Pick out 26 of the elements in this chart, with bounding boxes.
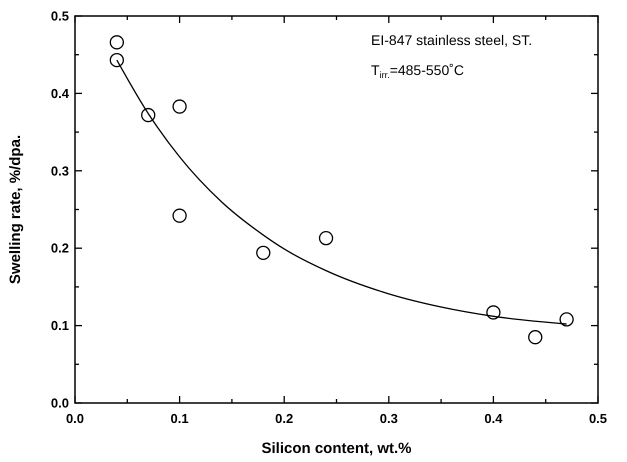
y-tick-label: 0.5 bbox=[50, 8, 69, 24]
y-tick-label: 0.1 bbox=[50, 318, 69, 334]
x-tick-label: 0.5 bbox=[588, 411, 608, 426]
point bbox=[172, 99, 187, 114]
point bbox=[141, 108, 156, 122]
point bbox=[318, 230, 334, 246]
point bbox=[110, 35, 124, 50]
x-tick-label: 0.1 bbox=[170, 411, 189, 426]
point bbox=[486, 305, 501, 320]
point bbox=[172, 208, 187, 223]
x-tick-label: 0.0 bbox=[66, 411, 84, 426]
y-tick-label: 0.4 bbox=[50, 86, 70, 101]
x-axis-title: Silicon content, wt.% bbox=[261, 440, 412, 457]
y-tick-label: 0.3 bbox=[50, 163, 69, 178]
y-tick-label: 0.2 bbox=[50, 240, 69, 256]
point bbox=[256, 246, 270, 260]
x-tick-label: 0.2 bbox=[275, 411, 294, 426]
x-tick-label: 0.3 bbox=[380, 411, 398, 426]
point bbox=[528, 330, 542, 344]
y-axis-title: Swelling rate, %/dpa. bbox=[7, 134, 24, 284]
y-tick-label: 0.0 bbox=[50, 396, 69, 410]
point bbox=[559, 312, 574, 327]
x-tick-label: 0.4 bbox=[484, 411, 504, 426]
annotation: EI-847 stainless steel, ST. bbox=[371, 32, 532, 48]
annotation: T$_{irr.}$=485-550˚C bbox=[371, 62, 464, 80]
point bbox=[110, 52, 124, 68]
